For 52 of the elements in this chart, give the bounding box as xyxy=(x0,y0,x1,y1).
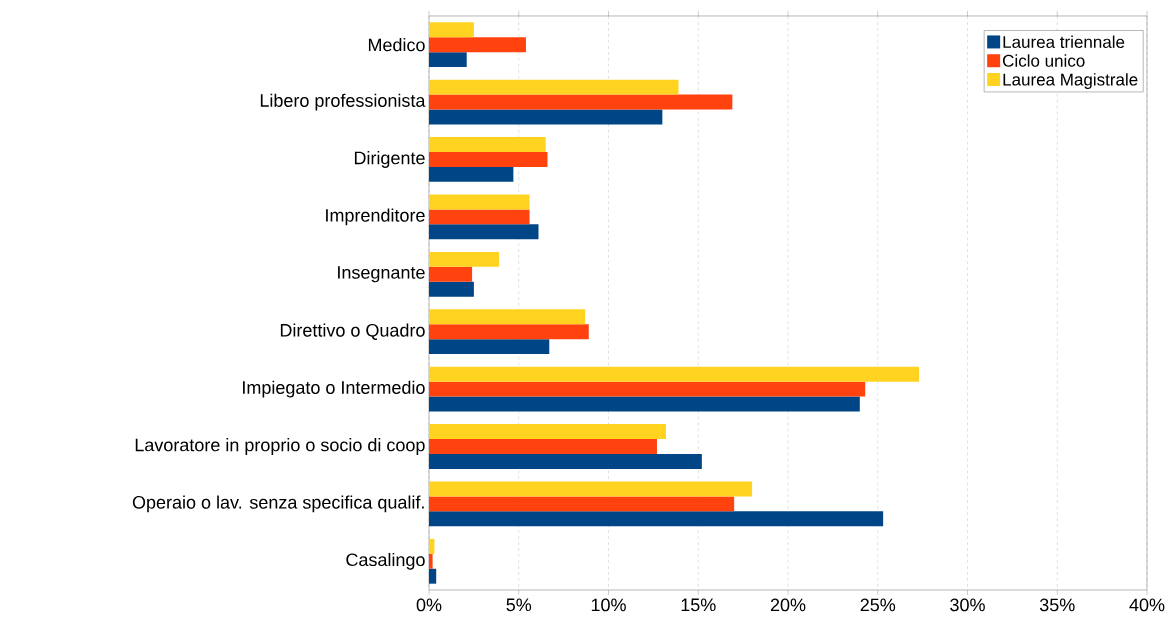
bar xyxy=(429,309,586,325)
bar xyxy=(429,152,548,167)
x-tick-label: 15% xyxy=(681,598,716,612)
y-tick-label: Impiegato o Intermedio xyxy=(243,380,425,398)
y-tick-label: Libero professionista xyxy=(260,93,426,111)
x-tick-label: 20% xyxy=(770,598,806,612)
x-tick-label: 10% xyxy=(591,598,626,612)
bar xyxy=(429,453,702,469)
bar xyxy=(429,281,474,297)
bar xyxy=(429,339,550,355)
bar xyxy=(429,22,474,38)
legend-label: Laurea triennale xyxy=(1003,35,1125,49)
y-tick-label: Dirigente xyxy=(354,151,425,168)
bar xyxy=(429,366,920,382)
x-tick-label: 5% xyxy=(506,598,532,612)
y-tick-label: Operaio o lav. senza specifica qualif. xyxy=(132,495,424,513)
y-tick-label: Medico xyxy=(368,38,425,52)
legend-label: Ciclo unico xyxy=(1003,54,1085,67)
bar xyxy=(429,538,435,554)
bar xyxy=(429,424,666,440)
x-tick-label: 0% xyxy=(416,598,442,612)
bar xyxy=(429,79,679,95)
x-tick-label: 25% xyxy=(860,598,896,612)
bar xyxy=(429,568,437,584)
bar xyxy=(429,266,473,282)
bar xyxy=(429,109,663,125)
bar xyxy=(429,209,530,225)
bar xyxy=(429,166,514,182)
bar xyxy=(429,553,433,569)
bar xyxy=(429,481,753,497)
bar xyxy=(429,381,866,397)
x-tick-label: 30% xyxy=(950,598,985,612)
bar xyxy=(429,511,884,527)
bar xyxy=(429,324,589,340)
y-tick-label: Imprenditore xyxy=(326,208,425,226)
x-tick-label: 35% xyxy=(1039,598,1075,612)
bar xyxy=(429,251,500,267)
y-tick-label: Lavoratore in proprio o socio di coop xyxy=(135,438,425,455)
y-tick-label: Insegnante xyxy=(338,266,425,283)
bar xyxy=(429,94,733,110)
legend-label: Laurea Magistrale xyxy=(1003,73,1138,89)
bar xyxy=(429,224,539,240)
bar xyxy=(429,439,657,454)
x-tick-label: 40% xyxy=(1129,598,1165,612)
y-tick-label: Casalingo xyxy=(346,552,425,570)
bar xyxy=(429,396,860,412)
bar xyxy=(429,137,546,153)
bar xyxy=(429,194,530,210)
y-tick-label: Direttivo o Quadro xyxy=(280,323,425,340)
bar xyxy=(429,496,735,512)
bar xyxy=(429,37,526,53)
bar xyxy=(429,52,467,68)
